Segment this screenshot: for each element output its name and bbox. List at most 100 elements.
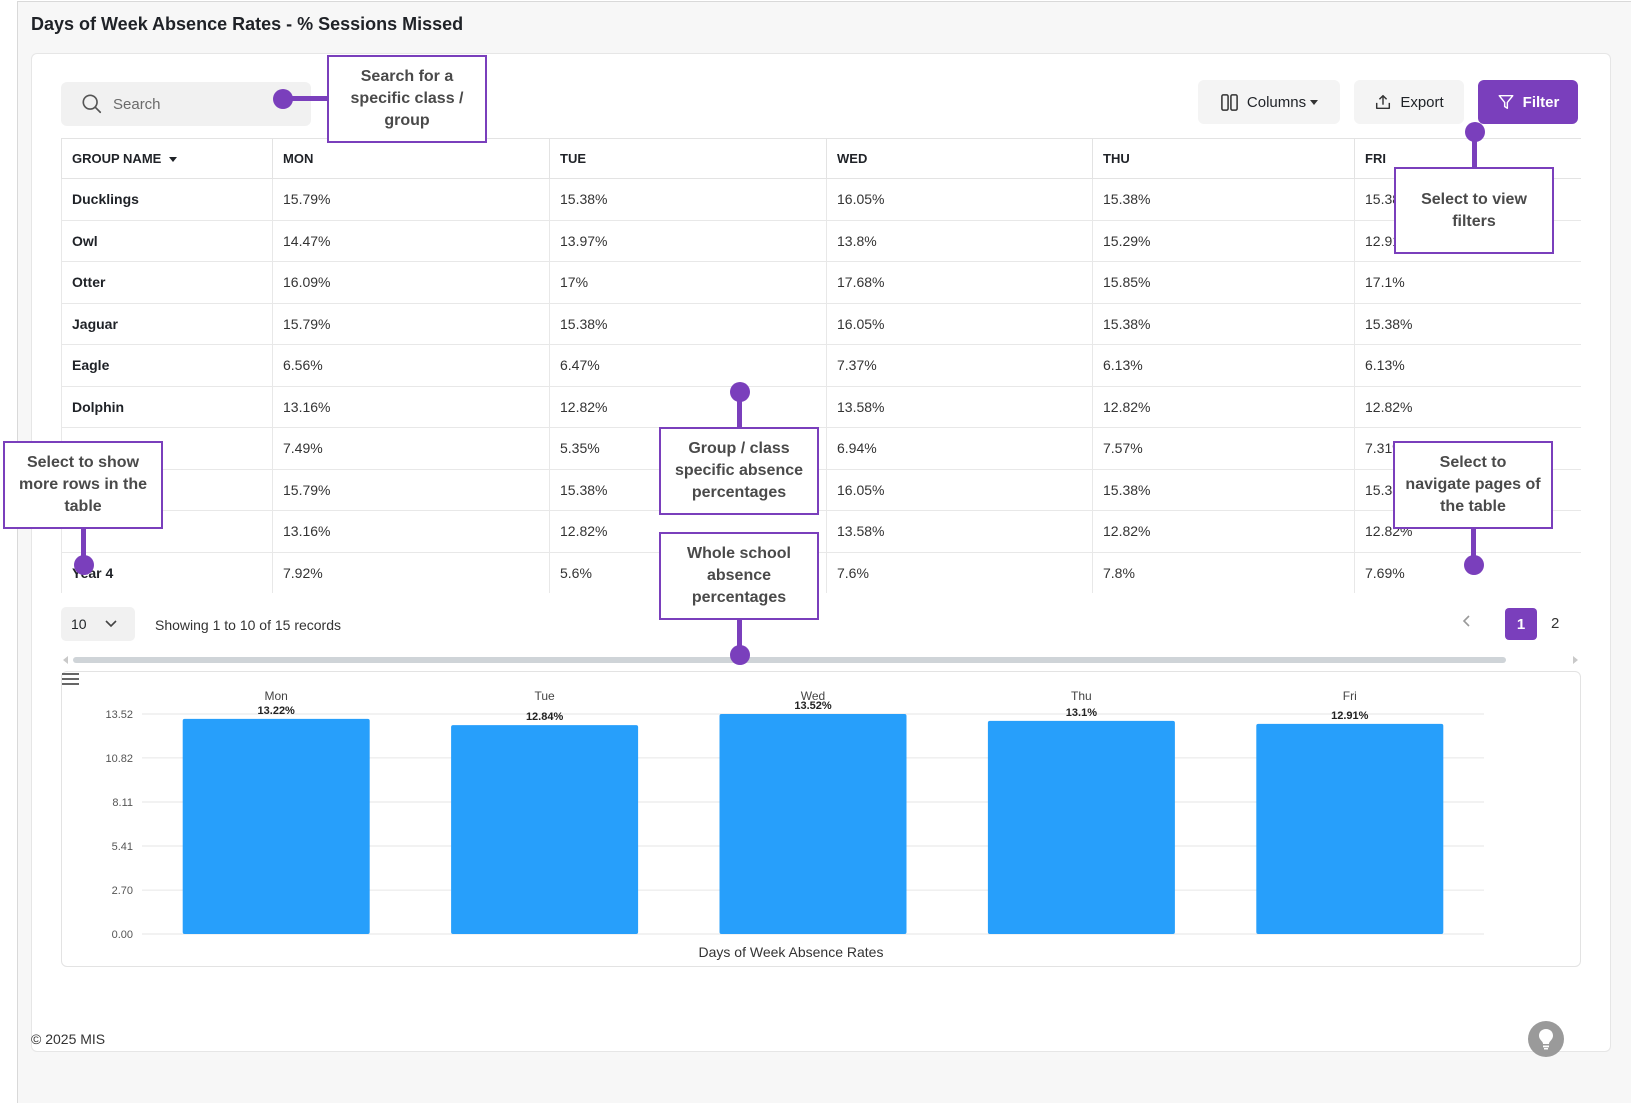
records-info: Showing 1 to 10 of 15 records: [155, 617, 342, 633]
chevron-down-icon: [1310, 99, 1319, 105]
annotation-filters-connector: [1472, 140, 1477, 168]
sort-desc-icon: [169, 157, 178, 163]
column-header-thu[interactable]: THU: [1092, 138, 1355, 179]
pager-prev-button[interactable]: [1462, 614, 1470, 632]
annotation-search-marker: [273, 89, 293, 109]
absence-rate-cell: 13.16%: [272, 510, 550, 553]
annotation-pages: Select to navigate pages of the table: [1393, 441, 1553, 529]
annotation-rows-marker: [74, 555, 94, 575]
bar: [719, 714, 907, 934]
absence-rate-cell: 13.97%: [549, 220, 827, 262]
column-header-tue[interactable]: TUE: [549, 138, 827, 179]
absence-rate-cell: 16.05%: [826, 303, 1093, 345]
annotation-whole-school-marker: [730, 645, 750, 665]
absence-rate-cell: 12.82%: [1092, 386, 1355, 428]
horizontal-scrollbar[interactable]: [61, 655, 1581, 665]
pager-page-1[interactable]: 1: [1505, 608, 1537, 640]
annotation-search: Search for a specific class / group: [327, 55, 487, 143]
table-header-row: GROUP NAME MON TUE WED THU FRI: [61, 138, 1581, 179]
columns-icon: [1221, 93, 1238, 111]
scroll-left-icon[interactable]: [63, 656, 68, 664]
group-name-cell: Year 4: [61, 552, 273, 593]
absence-rate-cell: 6.13%: [1354, 344, 1581, 387]
export-button[interactable]: Export: [1354, 80, 1464, 124]
absence-rate-cell: 7.6%: [826, 552, 1093, 593]
absence-rate-cell: 6.13%: [1092, 344, 1355, 387]
absence-rate-cell: 15.79%: [272, 178, 550, 221]
column-header-group-name[interactable]: GROUP NAME: [61, 138, 273, 179]
absence-rate-cell: 15.79%: [272, 469, 550, 511]
table-row[interactable]: Eagle 6.56% 6.47% 7.37% 6.13% 6.13%: [61, 344, 1581, 387]
bar-value-label: 13.52%: [794, 700, 832, 712]
absence-rate-cell: 14.47%: [272, 220, 550, 262]
search-input[interactable]: [113, 95, 263, 113]
absence-rate-cell: 12.82%: [1092, 510, 1355, 553]
absence-rate-cell: 13.16%: [272, 386, 550, 428]
absence-table: GROUP NAME MON TUE WED THU FRI Ducklings…: [61, 138, 1581, 593]
export-icon: [1376, 94, 1391, 110]
lightbulb-icon: [1539, 1029, 1553, 1050]
group-name-cell: Eagle: [61, 344, 273, 387]
table-row[interactable]: 15.79% 15.38% 16.05% 15.38% 15.38%: [61, 469, 1581, 511]
x-axis-title: Days of Week Absence Rates: [699, 944, 884, 960]
bar-value-label: 13.22%: [258, 705, 296, 717]
chart-menu-icon[interactable]: [62, 672, 80, 686]
filter-button[interactable]: Filter: [1478, 80, 1578, 124]
columns-button[interactable]: Columns: [1198, 80, 1340, 124]
column-header-wed[interactable]: WED: [826, 138, 1093, 179]
y-tick-label: 10.82: [105, 753, 133, 765]
scrollbar-thumb[interactable]: [73, 657, 1506, 663]
group-name-cell: Owl: [61, 220, 273, 262]
page-title: Days of Week Absence Rates - % Sessions …: [31, 14, 464, 34]
table-row[interactable]: Year 4 7.92% 5.6% 7.6% 7.8% 7.69%: [61, 552, 1581, 593]
absence-rate-cell: 15.38%: [1092, 178, 1355, 221]
absence-rate-cell: 16.05%: [826, 178, 1093, 221]
scroll-right-icon[interactable]: [1573, 656, 1578, 664]
absence-rate-cell: 6.94%: [826, 427, 1093, 470]
group-name-cell: Ducklings: [61, 178, 273, 221]
absence-rate-cell: 13.58%: [826, 510, 1093, 553]
table-row[interactable]: Jaguar 15.79% 15.38% 16.05% 15.38% 15.38%: [61, 303, 1581, 345]
report-card: Columns Export Filter: [31, 53, 1611, 1052]
annotation-rows-connector: [81, 528, 86, 558]
search-box[interactable]: [61, 82, 311, 126]
columns-label: Columns: [1246, 93, 1307, 111]
absence-rate-cell: 7.49%: [272, 427, 550, 470]
absence-rate-cell: 13.58%: [826, 386, 1093, 428]
group-name-cell: Otter: [61, 261, 273, 304]
page-size-select[interactable]: 10: [61, 607, 135, 641]
table-row[interactable]: Ducklings 15.79% 15.38% 16.05% 15.38% 15.38%: [61, 178, 1581, 221]
absence-rate-cell: 16.09%: [272, 261, 550, 304]
annotation-filters: Select to view filters: [1394, 167, 1554, 254]
y-tick-label: 0.00: [112, 929, 133, 941]
table-row[interactable]: Dolphin 13.16% 12.82% 13.58% 12.82% 12.82%: [61, 386, 1581, 428]
help-button[interactable]: [1528, 1021, 1564, 1057]
absence-rate-cell: 12.82%: [1354, 386, 1581, 428]
pager-page-2[interactable]: 2: [1551, 615, 1560, 632]
x-category-label: Thu: [1071, 689, 1092, 703]
group-name-cell: Jaguar: [61, 303, 273, 345]
annotation-group-percentages-marker: [730, 382, 750, 402]
absence-rate-cell: 12.82%: [549, 386, 827, 428]
table-row[interactable]: 13.16% 12.82% 13.58% 12.82% 12.82%: [61, 510, 1581, 553]
absence-rate-cell: 15.38%: [549, 303, 827, 345]
absence-rate-cell: 13.8%: [826, 220, 1093, 262]
bar-value-label: 13.1%: [1066, 707, 1097, 719]
column-header-mon[interactable]: MON: [272, 138, 550, 179]
absence-rate-cell: 7.37%: [826, 344, 1093, 387]
table-row[interactable]: Otter 16.09% 17% 17.68% 15.85% 17.1%: [61, 261, 1581, 304]
bar: [451, 725, 639, 934]
page: Days of Week Absence Rates - % Sessions …: [17, 1, 1631, 1103]
table-row[interactable]: Bear7.49%5.35%6.94%7.57%7.31%: [61, 427, 1581, 470]
annotation-pages-marker: [1464, 555, 1484, 575]
export-label: Export: [1400, 93, 1444, 111]
absence-rate-cell: 15.38%: [1092, 469, 1355, 511]
absence-rate-cell: 16.05%: [826, 469, 1093, 511]
absence-rate-cell: 17%: [549, 261, 827, 304]
x-category-label: Mon: [265, 689, 288, 703]
bar-value-label: 12.84%: [526, 711, 564, 723]
y-tick-label: 13.52: [105, 709, 133, 721]
table-row[interactable]: Owl 14.47% 13.97% 13.8% 15.29% 12.91%: [61, 220, 1581, 262]
x-category-label: Wed: [801, 689, 825, 703]
y-tick-label: 5.41: [112, 841, 133, 853]
